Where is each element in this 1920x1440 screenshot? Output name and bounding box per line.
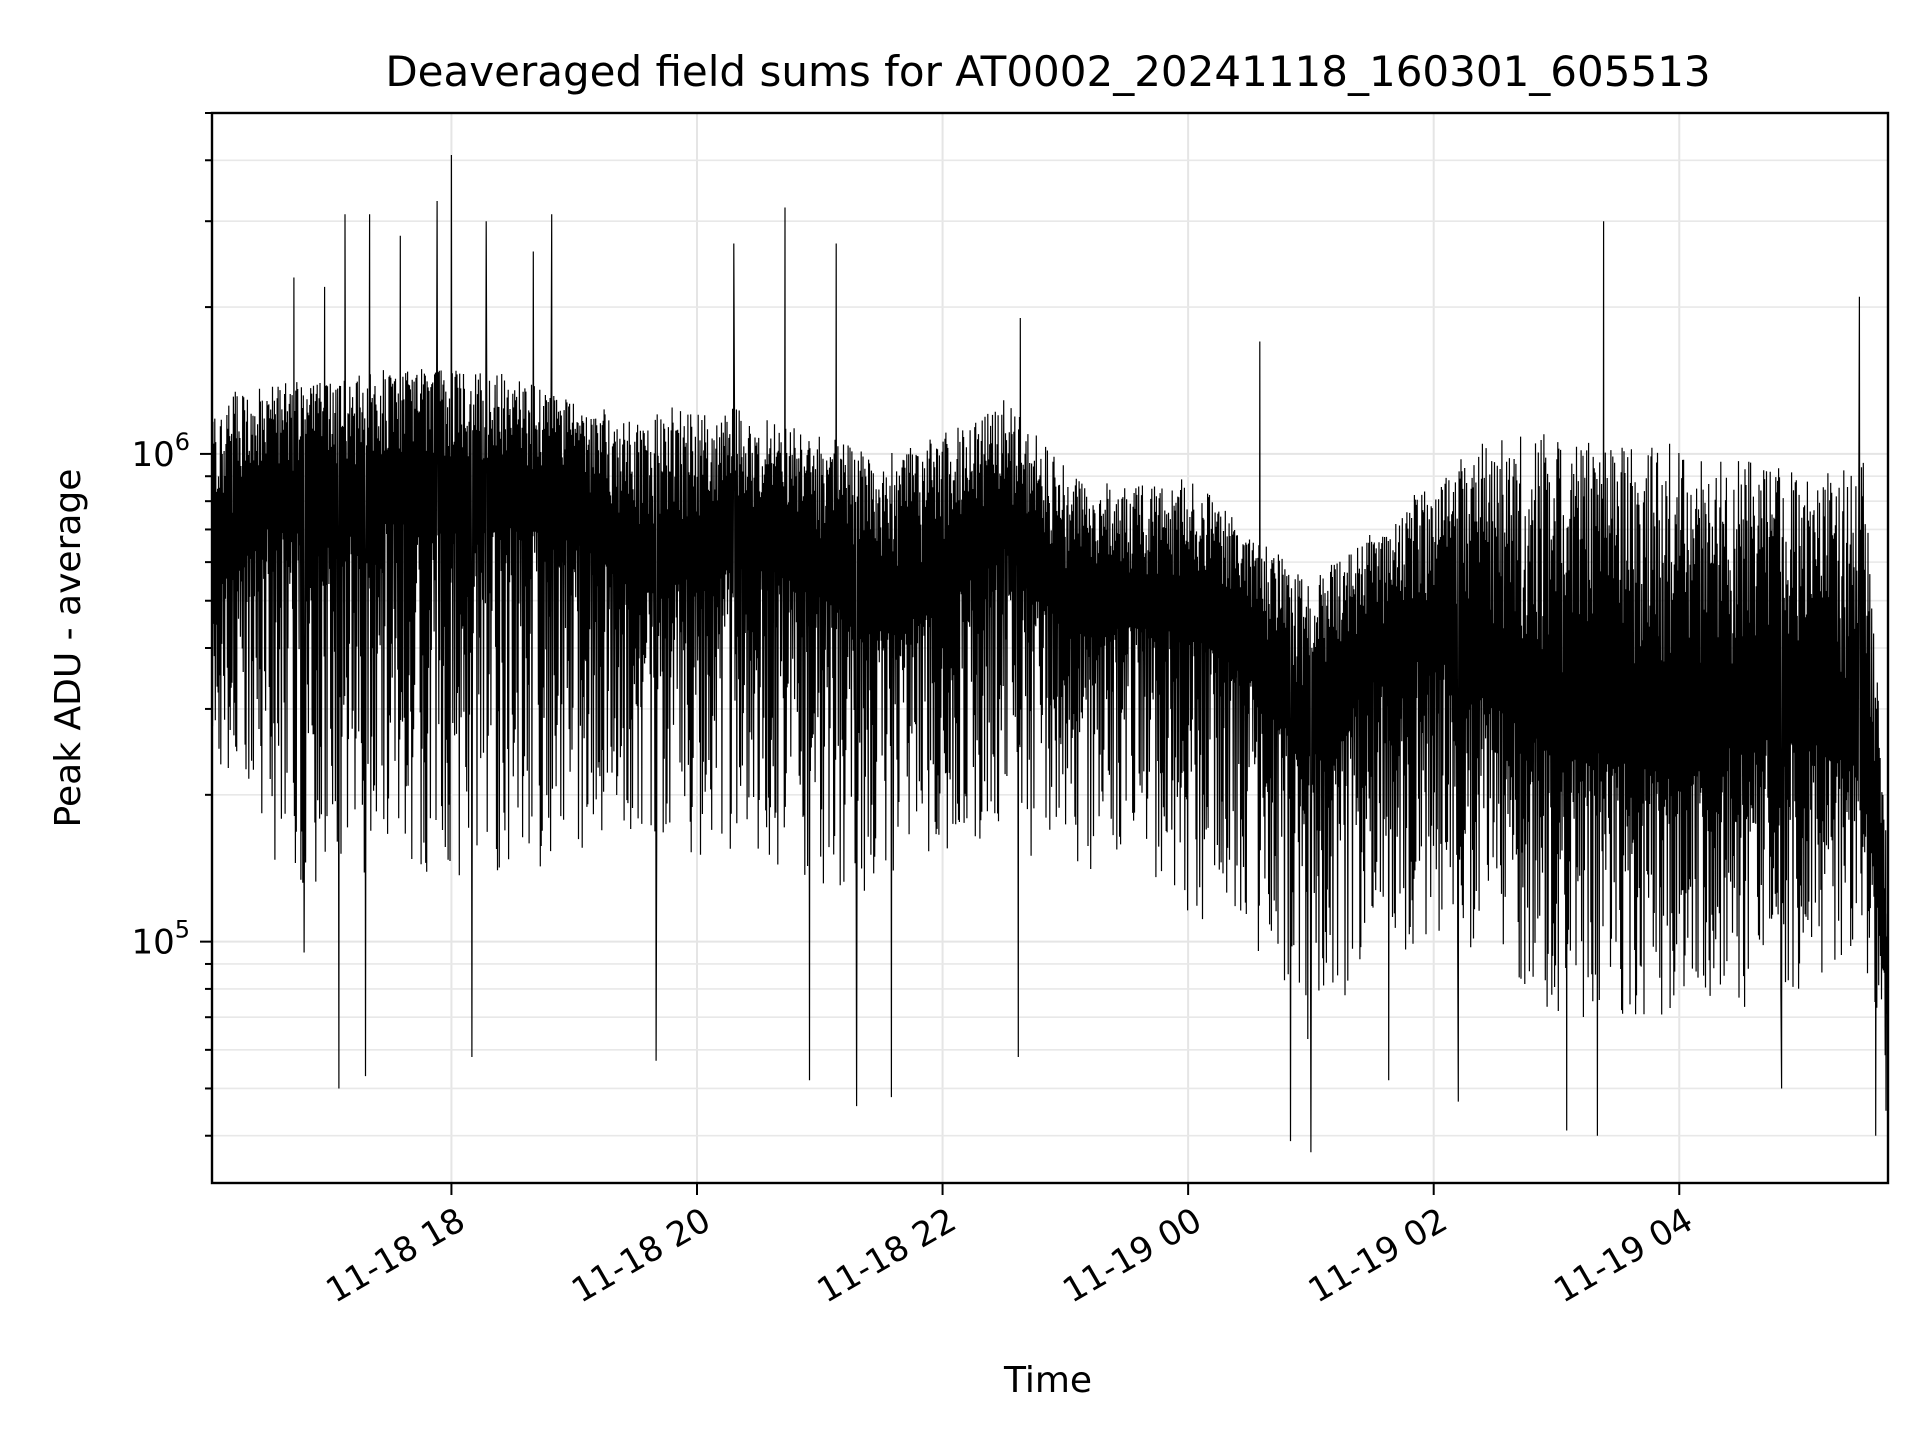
series-line-0 [211,154,1889,1153]
y-tick-label: 106 [131,428,190,475]
y-axis: 105 106 [131,112,212,1137]
plot-area [211,154,1889,1153]
y-tick-label: 105 [131,916,190,963]
x-axis-label: Time [1003,1360,1092,1401]
y-axis-label: Peak ADU - average [48,469,89,828]
chart-title: Deaveraged field sums for AT0002_2024111… [385,47,1710,96]
